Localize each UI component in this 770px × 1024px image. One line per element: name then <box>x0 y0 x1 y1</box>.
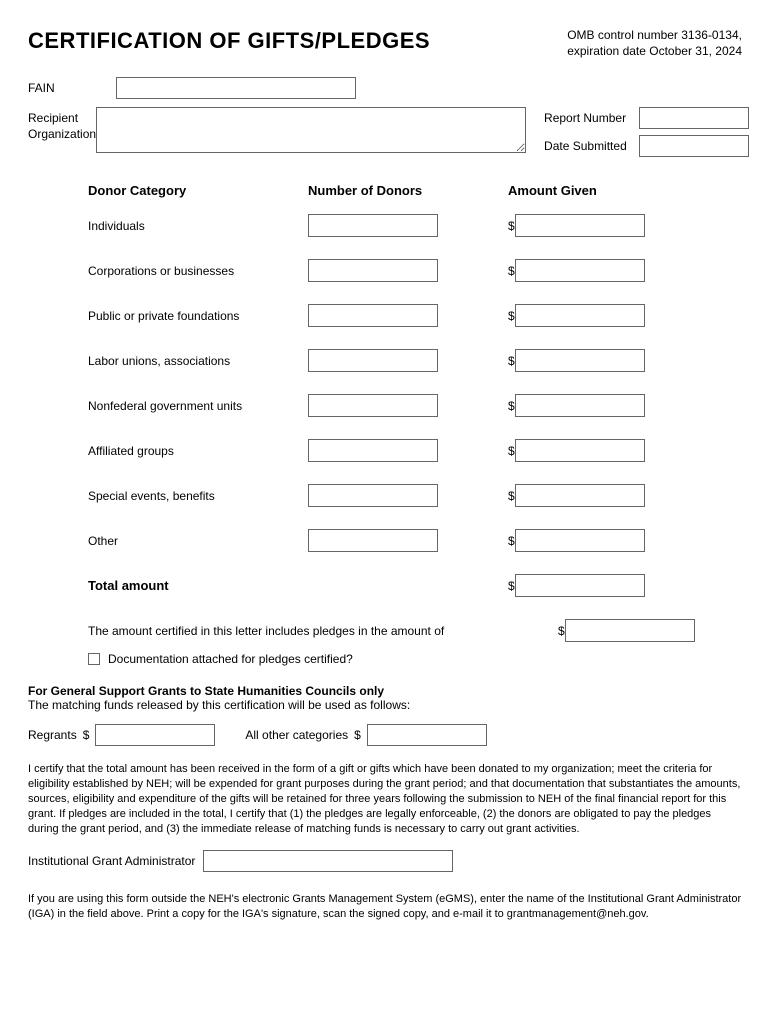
donor-amount-input[interactable] <box>515 259 645 282</box>
donor-amount-input[interactable] <box>515 529 645 552</box>
page-title: CERTIFICATION OF GIFTS/PLEDGES <box>28 28 430 54</box>
donor-amount-input[interactable] <box>515 394 645 417</box>
iga-label: Institutional Grant Administrator <box>28 854 203 868</box>
certification-text: I certify that the total amount has been… <box>28 762 742 836</box>
report-number-label: Report Number <box>544 111 639 125</box>
iga-input[interactable] <box>203 850 453 872</box>
donor-number-input[interactable] <box>308 259 438 282</box>
pledge-amount-input[interactable] <box>565 619 695 642</box>
recipient-org-label: Recipient Organization <box>28 107 96 142</box>
date-submitted-label: Date Submitted <box>544 139 639 153</box>
donor-row: Labor unions, associations $ <box>88 349 742 372</box>
dollar-sign: $ <box>508 444 515 458</box>
donor-row: Nonfederal government units $ <box>88 394 742 417</box>
donor-number-input[interactable] <box>308 304 438 327</box>
date-submitted-input[interactable] <box>639 135 749 157</box>
dollar-sign: $ <box>354 728 361 742</box>
dollar-sign: $ <box>558 624 565 638</box>
donor-amount-input[interactable] <box>515 484 645 507</box>
total-amount-label: Total amount <box>88 578 308 593</box>
amount-given-header: Amount Given <box>508 183 688 198</box>
documentation-checkbox[interactable] <box>88 653 100 665</box>
donor-amount-input[interactable] <box>515 214 645 237</box>
dollar-sign: $ <box>508 534 515 548</box>
fain-label: FAIN <box>28 81 116 95</box>
recipient-org-input[interactable] <box>96 107 526 153</box>
state-section-sub: The matching funds released by this cert… <box>28 698 742 712</box>
dollar-sign: $ <box>508 399 515 413</box>
omb-info: OMB control number 3136-0134, expiration… <box>567 28 742 59</box>
allother-label: All other categories <box>245 728 348 742</box>
dollar-sign: $ <box>508 489 515 503</box>
fain-input[interactable] <box>116 77 356 99</box>
donor-row: Public or private foundations $ <box>88 304 742 327</box>
donor-row-label: Individuals <box>88 219 308 233</box>
dollar-sign: $ <box>508 309 515 323</box>
donor-row-label: Labor unions, associations <box>88 354 308 368</box>
dollar-sign: $ <box>508 264 515 278</box>
donor-number-input[interactable] <box>308 529 438 552</box>
number-donors-header: Number of Donors <box>308 183 508 198</box>
donor-amount-input[interactable] <box>515 439 645 462</box>
omb-line1: OMB control number 3136-0134, <box>567 28 742 44</box>
pledge-text: The amount certified in this letter incl… <box>88 624 548 638</box>
donor-number-input[interactable] <box>308 439 438 462</box>
donor-row: Special events, benefits $ <box>88 484 742 507</box>
allother-input[interactable] <box>367 724 487 746</box>
donor-row-label: Special events, benefits <box>88 489 308 503</box>
donor-row-label: Affiliated groups <box>88 444 308 458</box>
donor-row-label: Corporations or businesses <box>88 264 308 278</box>
donor-row: Individuals $ <box>88 214 742 237</box>
dollar-sign: $ <box>508 579 515 593</box>
donor-number-input[interactable] <box>308 349 438 372</box>
donor-row: Corporations or businesses $ <box>88 259 742 282</box>
total-amount-input[interactable] <box>515 574 645 597</box>
dollar-sign: $ <box>508 219 515 233</box>
footer-text: If you are using this form outside the N… <box>28 892 742 922</box>
donor-row-label: Public or private foundations <box>88 309 308 323</box>
dollar-sign: $ <box>83 728 90 742</box>
state-section-heading: For General Support Grants to State Huma… <box>28 684 742 698</box>
omb-line2: expiration date October 31, 2024 <box>567 44 742 60</box>
donor-category-header: Donor Category <box>88 183 308 198</box>
regrants-input[interactable] <box>95 724 215 746</box>
regrants-label: Regrants <box>28 728 77 742</box>
donor-row-label: Nonfederal government units <box>88 399 308 413</box>
donor-number-input[interactable] <box>308 394 438 417</box>
donor-row: Other $ <box>88 529 742 552</box>
report-number-input[interactable] <box>639 107 749 129</box>
donor-amount-input[interactable] <box>515 349 645 372</box>
donor-amount-input[interactable] <box>515 304 645 327</box>
donor-row: Affiliated groups $ <box>88 439 742 462</box>
documentation-checkbox-label: Documentation attached for pledges certi… <box>108 652 353 666</box>
dollar-sign: $ <box>508 354 515 368</box>
donor-row-label: Other <box>88 534 308 548</box>
donor-number-input[interactable] <box>308 484 438 507</box>
donor-number-input[interactable] <box>308 214 438 237</box>
